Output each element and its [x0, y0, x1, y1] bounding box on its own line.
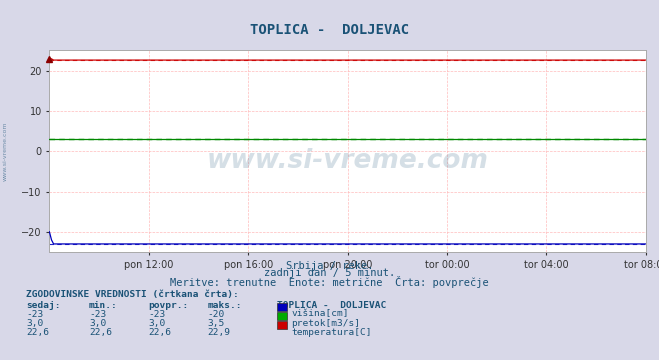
Text: -23: -23	[26, 310, 43, 319]
Text: 22,6: 22,6	[89, 328, 112, 337]
Text: TOPLICA -  DOLJEVAC: TOPLICA - DOLJEVAC	[250, 23, 409, 37]
Text: -23: -23	[89, 310, 106, 319]
Text: ZGODOVINSKE VREDNOSTI (črtkana črta):: ZGODOVINSKE VREDNOSTI (črtkana črta):	[26, 290, 239, 299]
Text: www.si-vreme.com: www.si-vreme.com	[3, 121, 8, 181]
Text: maks.:: maks.:	[208, 301, 242, 310]
Text: min.:: min.:	[89, 301, 118, 310]
Text: -23: -23	[148, 310, 165, 319]
Text: temperatura[C]: temperatura[C]	[291, 328, 372, 337]
Text: -20: -20	[208, 310, 225, 319]
Text: sedaj:: sedaj:	[26, 301, 61, 310]
Text: 3,5: 3,5	[208, 319, 225, 328]
Text: 22,6: 22,6	[148, 328, 171, 337]
Text: Meritve: trenutne  Enote: metrične  Črta: povprečje: Meritve: trenutne Enote: metrične Črta: …	[170, 276, 489, 288]
Text: 22,6: 22,6	[26, 328, 49, 337]
Text: 22,9: 22,9	[208, 328, 231, 337]
Text: Srbija / reke.: Srbija / reke.	[286, 261, 373, 271]
Text: 3,0: 3,0	[148, 319, 165, 328]
Text: pretok[m3/s]: pretok[m3/s]	[291, 319, 360, 328]
Text: TOPLICA -  DOLJEVAC: TOPLICA - DOLJEVAC	[277, 301, 386, 310]
Text: povpr.:: povpr.:	[148, 301, 188, 310]
Text: 3,0: 3,0	[26, 319, 43, 328]
Text: zadnji dan / 5 minut.: zadnji dan / 5 minut.	[264, 268, 395, 278]
Text: www.si-vreme.com: www.si-vreme.com	[207, 148, 488, 174]
Text: višina[cm]: višina[cm]	[291, 310, 349, 319]
Text: 3,0: 3,0	[89, 319, 106, 328]
